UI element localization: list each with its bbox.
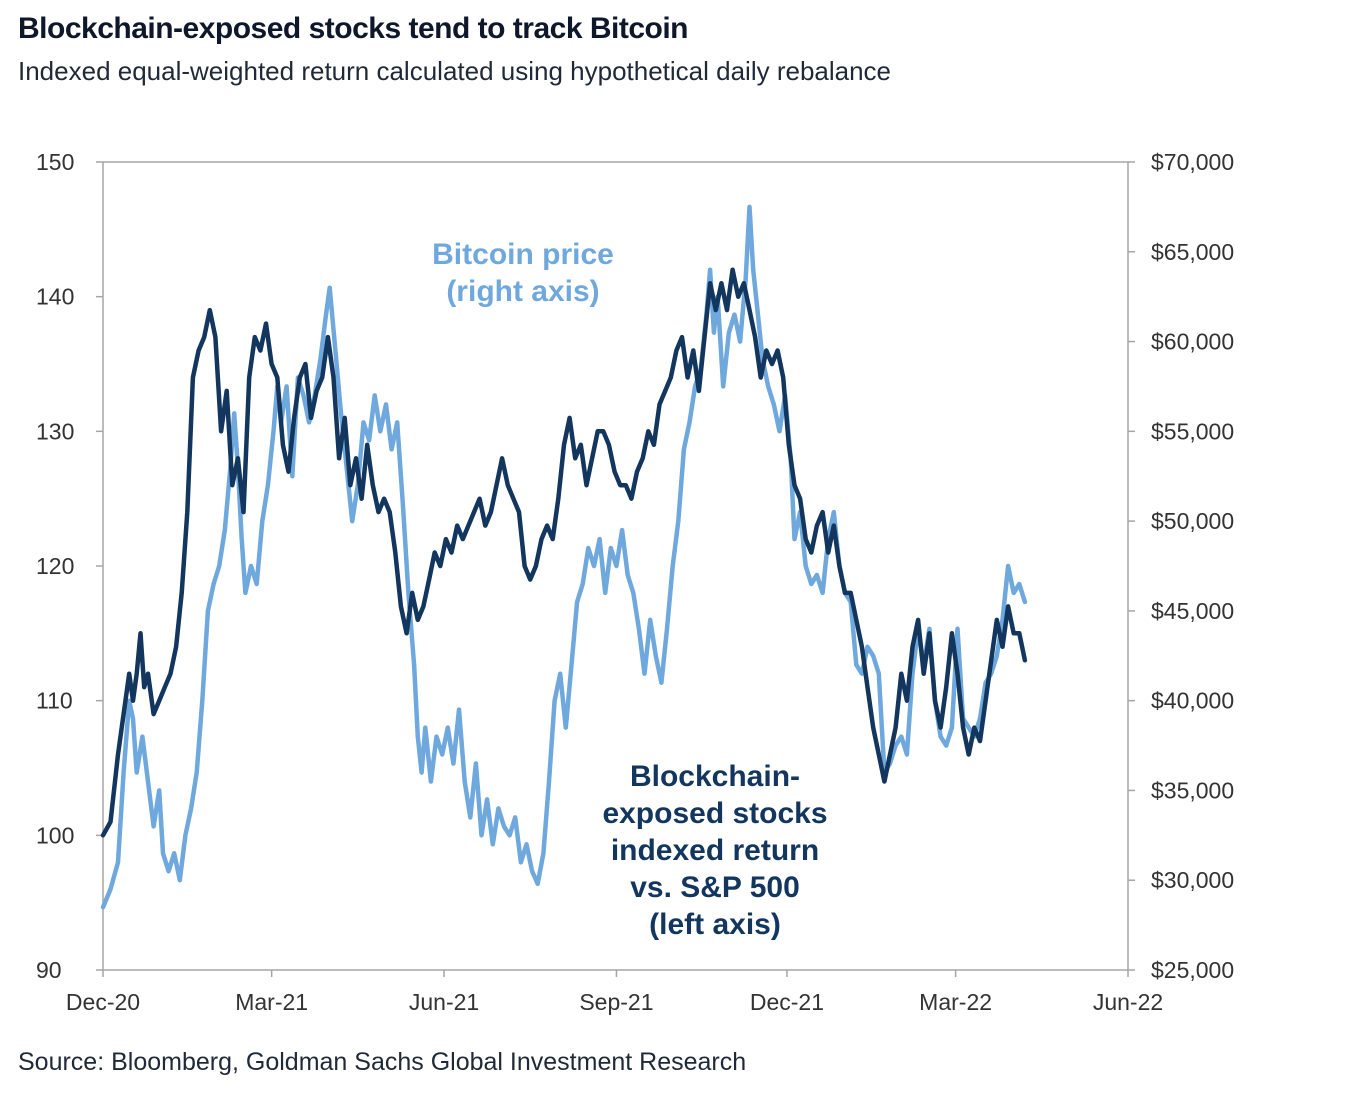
right-axis-tick-label: $70,000 [1151,149,1234,175]
x-axis-tick-label: Sep-21 [579,989,653,1015]
left-axis-tick-label: 100 [36,822,74,848]
source-note: Source: Bloomberg, Goldman Sachs Global … [18,1048,747,1076]
x-axis-tick-label: Dec-20 [66,989,140,1015]
x-axis-tick-label: Dec-21 [750,989,824,1015]
stocks-series-label: Blockchain-exposed stocks indexed return v… [602,760,827,941]
left-axis-tick-label: 130 [36,418,74,444]
right-axis-tick-label: $50,000 [1151,508,1234,534]
left-axis-tick-label: 150 [36,149,74,175]
left-axis-tick-label: 120 [36,553,74,579]
right-axis-tick-label: $65,000 [1151,239,1234,265]
right-axis-tick-label: $40,000 [1151,688,1234,714]
left-axis-tick-label: 90 [36,957,62,983]
stocks-series-label-line: (left axis) [649,908,781,941]
stocks-series-line [100,267,1028,838]
x-axis-tick-label: Mar-22 [919,989,992,1015]
annotation-layer: Bitcoin price (right axis) Blockchain-expo… [432,238,827,941]
x-axis-tick-label: Mar-21 [235,989,308,1015]
right-axis-tick-label: $55,000 [1151,418,1234,444]
stocks-series-label-line: Blockchain- [630,760,800,793]
bitcoin-series-line [100,204,1028,910]
left-axis-tick-label: 110 [36,688,73,714]
right-axis-ticks: $25,000 $30,000 $35,000 $40,000 $45,000 $50,0… [1128,149,1234,983]
bitcoin-series-label: Bitcoin price (right axis) [432,238,614,308]
right-axis-tick-label: $45,000 [1151,598,1234,624]
line-chart: 90 100 110 120 130 140 150 $25,000 $30,000 $35,0… [36,149,1234,1015]
chart-title: Blockchain-exposed stocks tend to track … [18,12,689,45]
x-axis-tick-label: Jun-21 [409,989,479,1015]
left-axis-ticks: 90 100 110 120 130 140 150 [36,149,103,983]
x-axis-ticks: Dec-20 Mar-21 Jun-21 Sep-21 Dec-21 Mar-22 Jun-… [66,970,1163,1015]
bitcoin-series-label-line: Bitcoin price [432,238,614,271]
right-axis-tick-label: $60,000 [1151,329,1234,355]
right-axis-tick-label: $35,000 [1151,777,1234,803]
right-axis-tick-label: $25,000 [1151,957,1234,983]
chart-subtitle: Indexed equal-weighted return calculated… [18,56,892,86]
stocks-series-label-line: vs. S&P 500 [630,871,800,904]
left-axis-tick-label: 140 [36,284,74,310]
right-axis-tick-label: $30,000 [1151,867,1234,893]
stocks-series-label-line: indexed return [611,834,819,867]
series-layer [100,204,1028,910]
bitcoin-series-label-line: (right axis) [446,275,599,308]
x-axis-tick-label: Jun-22 [1093,989,1163,1015]
stocks-series-label-line: exposed stocks [602,797,827,830]
